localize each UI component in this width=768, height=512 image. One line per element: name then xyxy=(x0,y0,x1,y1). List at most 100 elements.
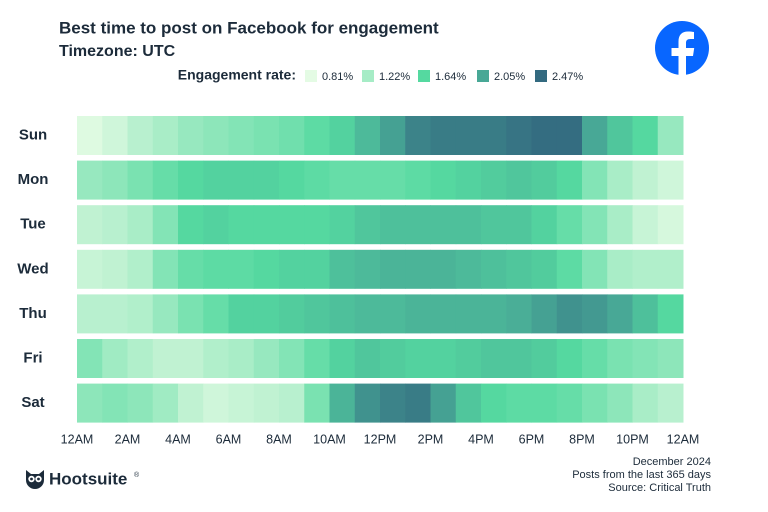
heatmap-cell xyxy=(77,205,103,245)
heatmap-cell xyxy=(632,116,659,155)
heatmap-cell xyxy=(77,249,103,289)
heatmap-cell xyxy=(405,294,431,334)
heatmap-cell xyxy=(632,294,659,334)
heatmap-cell xyxy=(228,205,255,245)
x-tick-label: 6PM xyxy=(519,432,545,446)
heatmap-cell xyxy=(304,249,330,289)
heatmap-cell xyxy=(506,339,532,378)
legend-swatch xyxy=(535,70,547,82)
heatmap-cell xyxy=(430,205,457,245)
heatmap-cell xyxy=(430,249,457,289)
heatmap-cell xyxy=(531,339,558,378)
heatmap-cell xyxy=(203,383,229,423)
heatmap-cell xyxy=(380,116,406,155)
row-label: Wed xyxy=(17,260,48,277)
heatmap-cell xyxy=(279,205,305,245)
x-tick-label: 2PM xyxy=(418,432,444,446)
x-tick-label: 6AM xyxy=(216,432,242,446)
heatmap-cell xyxy=(657,383,684,423)
heatmap-cell xyxy=(253,116,280,155)
heatmap-cell xyxy=(481,339,507,378)
heatmap-cell xyxy=(481,205,507,245)
heatmap-cell xyxy=(657,205,684,245)
legend-swatch xyxy=(477,70,489,82)
row-label: Thu xyxy=(19,305,47,322)
heatmap-cell xyxy=(152,383,179,423)
heatmap-cell xyxy=(380,339,406,378)
heatmap-cell xyxy=(228,383,255,423)
facebook-logo xyxy=(655,21,709,75)
heatmap-cell xyxy=(657,160,684,200)
x-tick-label: 8PM xyxy=(569,432,595,446)
heatmap-cell xyxy=(531,383,558,423)
heatmap-cell xyxy=(556,383,583,423)
heatmap-cell xyxy=(380,205,406,245)
heatmap-cell xyxy=(354,383,381,423)
heatmap-cell xyxy=(607,205,633,245)
legend-swatch xyxy=(362,70,374,82)
heatmap-cell xyxy=(152,116,179,155)
heatmap-cell xyxy=(279,383,305,423)
heatmap-cell xyxy=(178,383,204,423)
heatmap-cell xyxy=(152,160,179,200)
heatmap-cell xyxy=(405,205,431,245)
legend-label: 2.47% xyxy=(552,71,583,83)
heatmap-cell xyxy=(279,116,305,155)
heatmap-cell xyxy=(77,294,103,334)
row-label: Tue xyxy=(20,216,46,233)
x-tick-label: 8AM xyxy=(266,432,292,446)
heatmap-cell xyxy=(481,383,507,423)
heatmap-cell xyxy=(279,160,305,200)
heatmap-cell xyxy=(657,294,684,334)
heatmap-cell xyxy=(481,160,507,200)
heatmap-cell xyxy=(253,205,280,245)
x-tick-label: 10AM xyxy=(313,432,346,446)
heatmap-cell xyxy=(405,339,431,378)
heatmap-cell xyxy=(127,383,154,423)
heatmap-cell xyxy=(253,294,280,334)
heatmap-cell xyxy=(77,383,103,423)
heatmap-cell xyxy=(304,294,330,334)
heatmap-cell xyxy=(481,249,507,289)
heatmap-cell xyxy=(228,116,255,155)
heatmap-cell xyxy=(481,116,507,155)
heatmap-cell xyxy=(228,160,255,200)
heatmap-cell xyxy=(329,249,356,289)
heatmap-cell xyxy=(178,294,204,334)
heatmap-cell xyxy=(556,205,583,245)
heatmap-cell xyxy=(127,116,154,155)
heatmap-cell xyxy=(607,294,633,334)
heatmap-cell xyxy=(354,249,381,289)
footnote: Source: Critical Truth xyxy=(608,482,711,494)
chart-title: Best time to post on Facebook for engage… xyxy=(59,18,439,37)
heatmap-cell xyxy=(632,249,659,289)
heatmap-cell xyxy=(556,160,583,200)
legend-swatch xyxy=(418,70,430,82)
heatmap-cell xyxy=(228,339,255,378)
heatmap-cell xyxy=(405,383,431,423)
x-tick-label: 4AM xyxy=(165,432,191,446)
heatmap-cell xyxy=(279,249,305,289)
heatmap-cell xyxy=(304,116,330,155)
legend-label: 1.64% xyxy=(435,71,466,83)
heatmap-cell xyxy=(253,339,280,378)
heatmap-cell xyxy=(203,160,229,200)
x-tick-label: 12AM xyxy=(61,432,94,446)
heatmap-cell xyxy=(304,160,330,200)
heatmap-cell xyxy=(531,160,558,200)
heatmap-cell xyxy=(455,383,482,423)
row-label: Sun xyxy=(19,126,47,143)
heatmap-cell xyxy=(178,205,204,245)
heatmap-cell xyxy=(253,160,280,200)
row-label: Sat xyxy=(21,394,44,411)
heatmap-cell xyxy=(582,294,608,334)
heatmap-cell xyxy=(253,383,280,423)
heatmap-cell xyxy=(329,294,356,334)
heatmap-cell xyxy=(455,294,482,334)
heatmap-cell xyxy=(329,339,356,378)
heatmap-cell xyxy=(329,116,356,155)
heatmap-cell xyxy=(77,339,103,378)
heatmap-cell xyxy=(152,205,179,245)
heatmap-cell xyxy=(657,249,684,289)
